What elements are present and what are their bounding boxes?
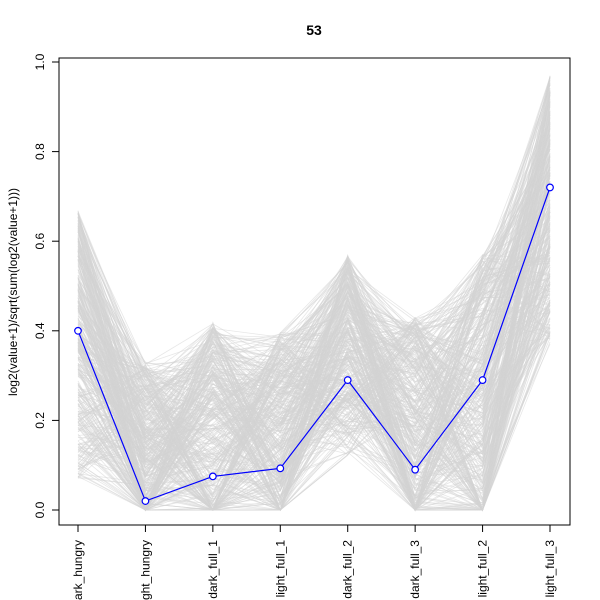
chart-title: 53 (306, 22, 322, 38)
highlight-point-light_full_2 (478, 376, 487, 384)
x-tick-label-dark_full_3: dark_full_3 (408, 540, 422, 599)
background-line (77, 282, 551, 461)
y-axis-label: log2(value+1)/sqrt(sum(log2(value+1))) (6, 188, 20, 396)
background-line (77, 92, 551, 511)
background-line (77, 210, 551, 390)
background-line (77, 231, 551, 508)
x-tick-label-light_full_3: light_full_3 (543, 540, 557, 598)
highlight-series-group (74, 183, 554, 505)
background-line (77, 208, 551, 474)
highlight-point-dark_full_2 (343, 376, 352, 384)
background-line (77, 317, 551, 511)
x-tick-label-light_full_2: light_full_2 (476, 540, 490, 598)
background-line (77, 205, 551, 511)
highlight-point-dark_full_1 (208, 472, 217, 481)
x-tick-label-dark_full_2: dark_full_2 (341, 540, 355, 599)
background-line (77, 256, 551, 511)
highlight-point-light_hungry (141, 497, 150, 505)
background-line (77, 323, 551, 465)
background-line (77, 318, 551, 511)
x-tick-label-light_hungry: ght_hungry (138, 540, 152, 600)
background-line (77, 267, 551, 498)
background-line (77, 143, 551, 477)
background-line (77, 123, 551, 485)
background-line (77, 95, 551, 505)
background-line (77, 183, 551, 415)
background-line (77, 259, 551, 511)
background-line (77, 193, 551, 446)
background-line (77, 157, 551, 499)
background-line (77, 254, 551, 469)
highlight-point-dark_hungry (74, 326, 82, 335)
background-line (77, 119, 551, 432)
background-series-group (77, 75, 551, 512)
background-line (77, 310, 551, 511)
background-line (77, 109, 551, 511)
background-line (77, 239, 551, 511)
background-line (77, 143, 551, 511)
background-line (77, 176, 551, 507)
y-tick-label: 0.2 (33, 412, 47, 429)
background-line (77, 192, 551, 500)
background-line (77, 135, 551, 506)
background-line (77, 226, 551, 511)
background-line (77, 91, 551, 443)
background-line (77, 302, 551, 511)
y-axis: 0.0 0.2 0.4 0.6 0.8 1.0 (33, 53, 60, 518)
y-tick-label: 0.6 (33, 233, 47, 250)
highlight-point-light_full_1 (276, 464, 285, 473)
y-tick-label: 1.0 (33, 53, 47, 70)
x-axis: ark_hungry ght_hungry dark_full_1 light_ful… (71, 524, 557, 600)
highlight-point-dark_full_3 (411, 465, 420, 474)
background-line (77, 121, 551, 463)
background-line (77, 104, 551, 511)
background-line (77, 203, 551, 511)
x-tick-label-dark_hungry: ark_hungry (71, 540, 85, 600)
y-tick-label: 0.8 (33, 143, 47, 160)
background-line (77, 180, 551, 512)
y-tick-label: 0.4 (33, 322, 47, 339)
x-tick-label-light_full_1: light_full_1 (273, 540, 287, 598)
highlight-point-light_full_3 (546, 183, 554, 192)
x-tick-label-dark_full_1: dark_full_1 (206, 540, 220, 599)
y-tick-label: 0.0 (33, 501, 47, 518)
background-line (77, 237, 551, 478)
background-line (77, 257, 551, 511)
background-line (77, 263, 551, 512)
background-line (77, 152, 551, 511)
background-line (77, 336, 551, 511)
background-line (77, 141, 551, 393)
background-line (77, 155, 551, 511)
background-line (77, 207, 551, 512)
highlight-series-line (77, 187, 551, 502)
background-line (77, 76, 551, 433)
background-line (77, 166, 551, 512)
background-line (77, 253, 551, 380)
background-line (77, 157, 551, 512)
background-line (77, 148, 551, 465)
background-line (77, 121, 551, 483)
